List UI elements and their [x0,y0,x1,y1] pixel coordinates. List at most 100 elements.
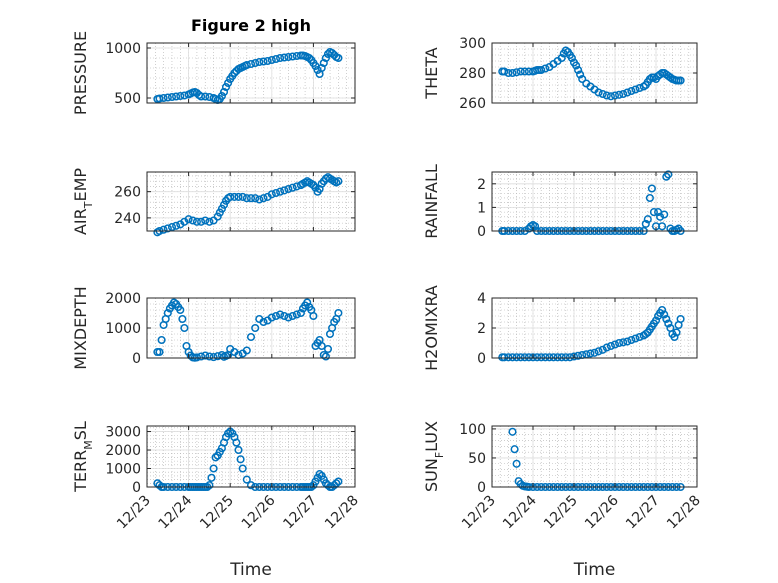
data-point [163,224,172,233]
data-point [197,217,206,226]
data-point [660,210,669,219]
data-point [221,82,231,92]
data-point [271,54,281,64]
data-point [512,68,521,77]
data-point [267,190,276,199]
data-point [215,208,224,217]
subplot-rainfall: 0 1 2 RAINFALL [422,164,698,240]
data-series [498,46,685,101]
data-point [224,78,233,88]
data-point [545,353,554,362]
data-point [627,86,636,96]
data-point [590,348,599,357]
data-point [635,332,644,342]
data-point [238,464,247,473]
data-point [334,477,343,486]
data-point [288,183,297,192]
data-point [159,93,168,103]
data-point [334,177,343,186]
data-point [313,65,322,75]
data-point [284,313,293,322]
y-tick-label: 2000 [105,443,141,459]
data-point [305,53,314,63]
data-point [167,92,177,102]
data-point [561,353,570,362]
data-point [219,87,229,97]
data-point [280,186,289,195]
data-point [631,334,640,343]
data-point [201,216,210,225]
data-point [576,70,585,79]
subplot-pressure: 500 1000 PRESSURE [71,31,356,115]
data-point [159,225,168,234]
data-point [649,208,658,217]
data-point [309,311,318,321]
data-point [623,337,632,346]
data-point [643,215,652,224]
data-point [246,481,256,490]
data-point [197,92,206,101]
data-point [284,52,293,62]
y-axis-label: MIXDEPTH [71,286,90,369]
y-axis-label-main: PRESSURE [71,31,90,115]
axes-box [146,171,356,232]
data-point [594,88,603,97]
data-point [213,212,222,221]
data-point [500,67,509,76]
data-point [172,221,181,230]
x-tick-label: 12/23 [114,493,154,533]
data-point [602,343,611,352]
x-tick-label: 12/28 [664,493,704,533]
data-point [606,341,615,351]
x-axis-label: Time [229,560,272,580]
data-point [276,310,285,319]
data-point [623,88,632,97]
y-axis-label-subscript: M [82,440,95,450]
y-tick-label: 50 [468,451,486,467]
y-tick-label: 300 [459,36,486,52]
data-point [631,85,640,94]
data-point [276,53,285,63]
data-point [157,335,166,345]
data-point [662,172,671,181]
data-point [574,351,583,360]
data-point [263,56,272,66]
data-point [271,311,281,321]
y-axis-label-suffix: LUX [422,421,441,452]
x-tick-label: 12/25 [541,493,581,533]
data-point [276,187,285,196]
subplot-air-temp: 240 260 AIRTEMP [71,168,356,237]
y-tick-label: 1 [477,200,486,216]
data-point [516,353,525,362]
y-axis-label: SUNFLUX [422,421,446,492]
data-point [664,170,673,179]
y-tick-label: 2000 [105,291,141,307]
data-point [641,219,650,228]
x-tick-label: 12/28 [322,493,362,533]
data-point [569,352,579,361]
data-point [610,340,620,349]
data-point [172,92,181,101]
data-point [615,338,624,348]
data-point [557,53,566,63]
data-series [153,298,343,362]
data-point [578,74,587,84]
data-point [207,473,216,482]
data-point [572,61,581,70]
x-axis-label: Time [573,560,616,580]
data-point [602,91,611,100]
figure-title: Figure 2 high [191,16,311,35]
data-point [328,48,337,58]
data-point [676,314,685,324]
y-tick-label: 0 [132,351,141,367]
y-tick-label: 0 [132,480,141,496]
data-point [594,347,603,356]
data-point [292,310,301,319]
data-point [531,222,540,231]
data-series [153,173,343,237]
data-point [280,53,289,62]
data-point [645,193,654,203]
data-point [192,217,201,226]
y-tick-label: 240 [114,211,141,227]
